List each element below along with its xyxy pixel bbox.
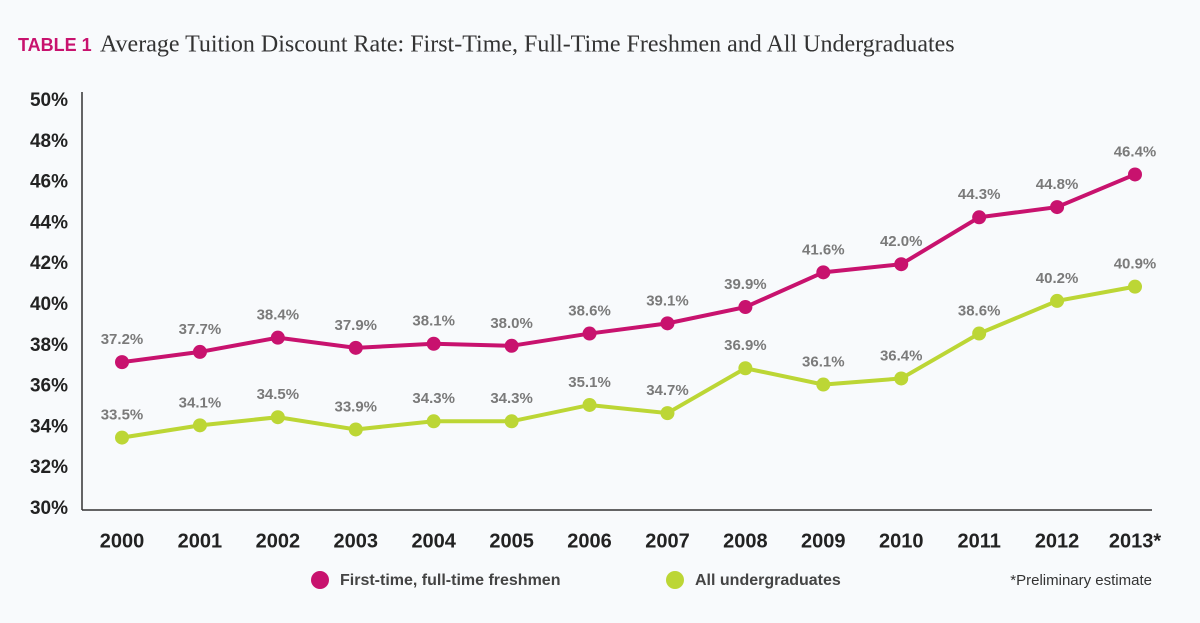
data-point: [1050, 200, 1065, 215]
data-point: [1128, 167, 1142, 182]
data-label: 40.2%: [1036, 270, 1079, 287]
data-point: [504, 414, 519, 429]
data-point: [894, 257, 909, 272]
data-point: [115, 430, 129, 445]
data-label: 42.0%: [880, 233, 923, 250]
x-tick-label: 2000: [100, 530, 145, 552]
x-tick-label: 2001: [178, 530, 223, 552]
data-label: 41.6%: [802, 241, 845, 258]
data-point: [972, 326, 987, 341]
data-point: [582, 326, 597, 341]
x-tick-label: 2002: [256, 530, 301, 552]
data-point: [894, 371, 909, 386]
x-tick-label: 2012: [1035, 530, 1080, 552]
data-label: 34.3%: [412, 390, 455, 407]
data-label: 36.9%: [724, 337, 767, 354]
legend-marker: [311, 571, 329, 589]
y-tick-label: 34%: [30, 416, 68, 437]
data-label: 44.3%: [958, 186, 1001, 203]
legend-marker: [666, 571, 684, 589]
data-label: 36.1%: [802, 354, 845, 371]
data-point: [738, 361, 753, 376]
data-label: 36.4%: [880, 347, 923, 364]
data-label: 46.4%: [1114, 143, 1157, 160]
data-label: 38.6%: [568, 303, 611, 320]
data-point: [660, 406, 675, 421]
x-tick-label: 2013*: [1109, 530, 1161, 552]
data-point: [972, 210, 987, 225]
data-point: [270, 410, 285, 425]
data-point: [660, 316, 675, 331]
data-label: 37.2%: [101, 331, 144, 348]
data-label: 37.7%: [179, 321, 222, 338]
x-tick-label: 2010: [879, 530, 924, 552]
data-point: [816, 377, 831, 392]
data-label: 38.1%: [412, 313, 455, 330]
y-tick-label: 44%: [30, 212, 68, 233]
data-point: [504, 338, 519, 353]
data-point: [738, 300, 753, 315]
x-tick-label: 2005: [489, 530, 534, 552]
y-tick-label: 38%: [30, 335, 68, 356]
data-point: [1050, 293, 1065, 308]
x-tick-label: 2006: [567, 530, 612, 552]
y-tick-label: 30%: [30, 498, 68, 519]
data-label: 34.5%: [257, 386, 300, 403]
chart-title: Average Tuition Discount Rate: First-Tim…: [100, 32, 955, 58]
chart-label: TABLE 1: [18, 35, 92, 55]
data-point: [115, 355, 129, 370]
x-tick-label: 2007: [645, 530, 690, 552]
x-tick-label: 2003: [334, 530, 379, 552]
x-tick-label: 2011: [957, 530, 1000, 552]
data-label: 34.7%: [646, 382, 689, 399]
data-point: [426, 336, 441, 351]
data-point: [192, 344, 207, 359]
data-label: 34.3%: [490, 390, 533, 407]
x-tick-label: 2009: [801, 530, 846, 552]
y-tick-label: 36%: [30, 376, 68, 397]
data-point: [192, 418, 207, 433]
legend-label: All undergraduates: [695, 572, 841, 589]
data-label: 37.9%: [334, 317, 377, 334]
data-label: 33.5%: [101, 407, 144, 424]
y-tick-label: 40%: [30, 294, 68, 315]
data-label: 35.1%: [568, 374, 611, 391]
series-line: [121, 284, 1136, 440]
data-label: 39.1%: [646, 292, 689, 309]
y-tick-label: 48%: [30, 131, 68, 152]
data-label: 39.9%: [724, 276, 767, 293]
data-label: 38.0%: [490, 315, 533, 332]
y-tick-label: 46%: [30, 172, 68, 193]
data-label: 44.8%: [1036, 176, 1079, 193]
data-point: [270, 330, 285, 345]
data-label: 38.6%: [958, 303, 1001, 320]
legend-label: First-time, full-time freshmen: [340, 572, 560, 589]
y-tick-label: 50%: [30, 90, 68, 111]
x-tick-label: 2004: [411, 530, 456, 552]
data-label: 38.4%: [257, 307, 300, 324]
footnote: *Preliminary estimate: [1010, 572, 1152, 589]
data-label: 34.1%: [179, 394, 222, 411]
data-label: 40.9%: [1114, 256, 1157, 273]
data-point: [1128, 279, 1142, 294]
data-point: [816, 265, 831, 280]
data-label: 33.9%: [334, 398, 377, 415]
data-point: [348, 422, 363, 437]
data-point: [348, 340, 363, 355]
data-point: [426, 414, 441, 429]
y-tick-label: 42%: [30, 253, 68, 274]
x-tick-label: 2008: [723, 530, 768, 552]
data-point: [582, 397, 597, 412]
series-line: [121, 172, 1136, 365]
y-tick-label: 32%: [30, 457, 68, 478]
